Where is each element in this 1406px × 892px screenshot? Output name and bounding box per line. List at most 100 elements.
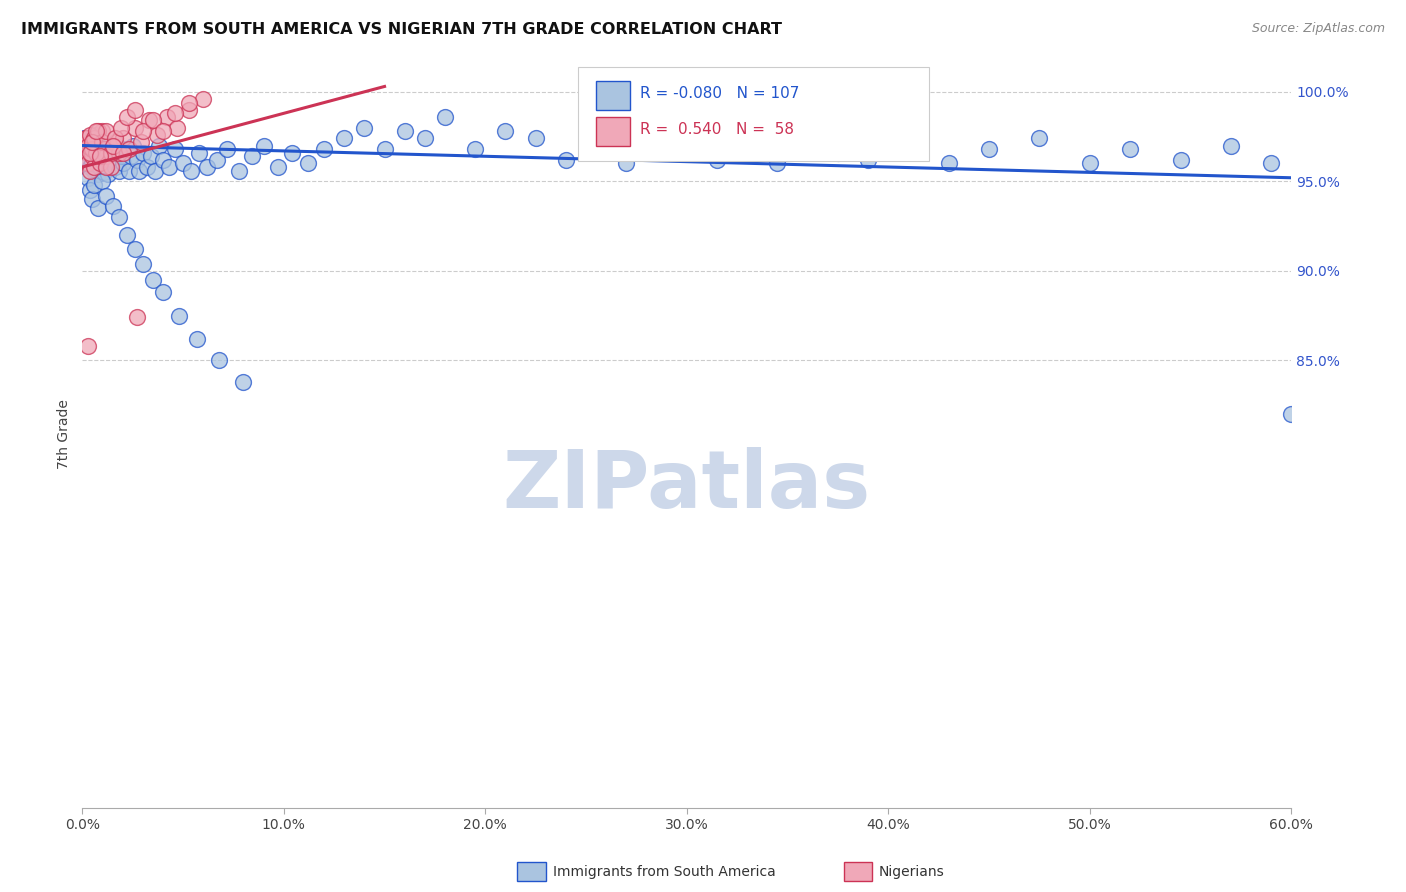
Point bbox=[83, 138, 105, 153]
Point bbox=[83, 178, 105, 192]
Point bbox=[77, 135, 100, 149]
Y-axis label: 7th Grade: 7th Grade bbox=[58, 399, 72, 468]
Point bbox=[75, 142, 97, 156]
Point bbox=[111, 145, 134, 160]
Point bbox=[232, 375, 254, 389]
Point bbox=[180, 163, 202, 178]
Point bbox=[77, 138, 100, 153]
Point bbox=[394, 124, 416, 138]
Point bbox=[87, 149, 110, 163]
Point bbox=[89, 149, 111, 163]
Point bbox=[138, 113, 160, 128]
Text: IMMIGRANTS FROM SOUTH AMERICA VS NIGERIAN 7TH GRADE CORRELATION CHART: IMMIGRANTS FROM SOUTH AMERICA VS NIGERIA… bbox=[21, 22, 782, 37]
Bar bbox=[596, 117, 630, 145]
Point bbox=[96, 188, 118, 202]
Point bbox=[374, 142, 396, 156]
Point bbox=[100, 160, 122, 174]
Point bbox=[77, 156, 100, 170]
Point bbox=[91, 124, 114, 138]
Point bbox=[79, 145, 101, 160]
Point bbox=[82, 156, 104, 170]
Point bbox=[87, 167, 110, 181]
Point bbox=[79, 183, 101, 197]
Text: Source: ZipAtlas.com: Source: ZipAtlas.com bbox=[1251, 22, 1385, 36]
Point bbox=[157, 160, 180, 174]
Point bbox=[86, 145, 108, 160]
Point bbox=[132, 257, 155, 271]
Point bbox=[1119, 142, 1142, 156]
Point bbox=[111, 156, 134, 170]
Text: Nigerians: Nigerians bbox=[879, 865, 945, 880]
Point bbox=[163, 142, 186, 156]
Point bbox=[115, 110, 138, 124]
Point bbox=[115, 228, 138, 243]
Point bbox=[1260, 156, 1282, 170]
Point bbox=[1279, 407, 1302, 421]
Point bbox=[253, 138, 276, 153]
Point bbox=[73, 135, 96, 149]
Point bbox=[79, 135, 101, 149]
Point bbox=[142, 113, 165, 128]
Text: R =  0.540   N =  58: R = 0.540 N = 58 bbox=[640, 121, 793, 136]
Point bbox=[75, 131, 97, 145]
Point bbox=[110, 120, 132, 135]
Point bbox=[135, 160, 157, 174]
Point bbox=[128, 163, 150, 178]
Point bbox=[152, 124, 174, 138]
Point bbox=[1028, 131, 1050, 145]
Point bbox=[82, 192, 104, 206]
Point bbox=[353, 120, 375, 135]
Point bbox=[93, 165, 115, 179]
Point bbox=[117, 163, 139, 178]
Point bbox=[117, 142, 139, 156]
Point bbox=[79, 142, 101, 156]
Point bbox=[110, 149, 132, 163]
Point bbox=[413, 131, 436, 145]
Bar bbox=[596, 81, 630, 110]
Point bbox=[111, 131, 134, 145]
Point bbox=[177, 95, 200, 110]
Point bbox=[82, 147, 104, 161]
Point bbox=[121, 138, 143, 153]
Point bbox=[207, 153, 229, 167]
Point bbox=[77, 339, 100, 353]
Point bbox=[240, 149, 263, 163]
Point bbox=[103, 160, 125, 174]
Point bbox=[96, 160, 118, 174]
Point bbox=[156, 110, 179, 124]
Point bbox=[146, 128, 169, 142]
Point bbox=[124, 120, 146, 135]
Point bbox=[1170, 153, 1192, 167]
Point bbox=[82, 142, 104, 156]
Point bbox=[125, 310, 148, 325]
Point bbox=[267, 160, 290, 174]
Point bbox=[494, 124, 516, 138]
Point bbox=[124, 243, 146, 257]
Point bbox=[87, 124, 110, 138]
Point bbox=[314, 142, 336, 156]
Point bbox=[139, 149, 162, 163]
Point bbox=[101, 153, 124, 167]
Point bbox=[97, 156, 120, 170]
Point bbox=[86, 156, 108, 170]
Point bbox=[83, 163, 105, 178]
Point bbox=[105, 138, 128, 153]
Point bbox=[107, 210, 129, 224]
Text: R = -0.080   N = 107: R = -0.080 N = 107 bbox=[640, 86, 799, 101]
Point bbox=[86, 135, 108, 149]
Point bbox=[77, 170, 100, 185]
Point bbox=[585, 138, 607, 153]
Point bbox=[73, 131, 96, 145]
Point bbox=[706, 153, 728, 167]
Point bbox=[97, 167, 120, 181]
Point bbox=[166, 120, 188, 135]
Point bbox=[464, 142, 486, 156]
Point bbox=[434, 110, 457, 124]
Point bbox=[83, 131, 105, 145]
Point bbox=[96, 124, 118, 138]
Point bbox=[524, 131, 547, 145]
Point bbox=[142, 273, 165, 287]
Point bbox=[827, 145, 849, 160]
Point bbox=[91, 135, 114, 149]
Point bbox=[977, 142, 1000, 156]
